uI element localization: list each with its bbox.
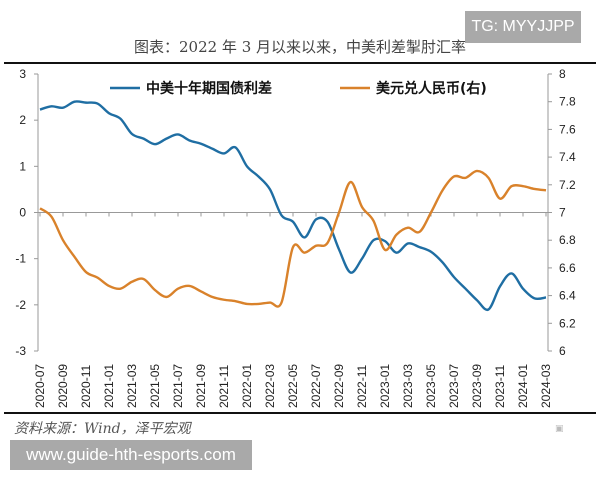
- source-note: 资料来源：Wind，泽平宏观: [14, 421, 191, 437]
- left-tick-label: 1: [19, 159, 26, 173]
- right-tick-label: 7.2: [559, 178, 576, 192]
- x-tick-label: 2021-07: [171, 364, 185, 408]
- x-tick-label: 2021-05: [148, 364, 162, 408]
- x-tick-label: 2020-07: [33, 364, 47, 408]
- legend-label: 中美十年期国债利差: [146, 80, 272, 97]
- x-tick-label: 2022-01: [240, 364, 254, 408]
- right-tick-label: 6.8: [559, 233, 576, 247]
- series-line-usdcny: [39, 169, 547, 308]
- x-tick-label: 2023-11: [493, 365, 507, 408]
- x-tick-label: 2024-03: [539, 364, 553, 408]
- x-tick-label: 2023-05: [424, 364, 438, 408]
- x-tick-label: 2021-09: [194, 364, 208, 408]
- right-tick-label: 7.6: [559, 122, 576, 136]
- left-tick-label: 3: [19, 67, 26, 81]
- x-tick-label: 2020-11: [79, 365, 93, 408]
- left-tick-label: -2: [15, 298, 26, 312]
- right-tick-label: 7: [559, 206, 566, 220]
- right-tick-label: 8: [559, 67, 566, 81]
- left-tick-label: 2: [19, 113, 26, 127]
- left-tick-label: -1: [15, 252, 26, 266]
- x-tick-label: 2021-11: [217, 365, 231, 408]
- x-tick-label: 2023-03: [401, 364, 415, 408]
- right-tick-label: 7.4: [559, 150, 576, 164]
- x-tick-label: 2022-09: [332, 364, 346, 408]
- bottom-rule: [4, 412, 596, 414]
- right-tick-label: 6.4: [559, 289, 576, 303]
- x-tick-label: 2023-09: [470, 364, 484, 408]
- x-tick-label: 2022-07: [309, 364, 323, 408]
- right-tick-label: 6.2: [559, 316, 576, 330]
- watermark-telegram: TG: MYYJJPP: [465, 11, 581, 43]
- logo-watermark: ▣: [555, 424, 564, 434]
- left-tick-label: -3: [15, 344, 26, 358]
- right-tick-label: 6: [559, 344, 566, 358]
- watermark-url: www.guide-hth-esports.com: [10, 440, 252, 470]
- x-tick-label: 2022-03: [263, 364, 277, 408]
- series-line-spread: [39, 100, 547, 312]
- x-tick-label: 2020-09: [56, 364, 70, 408]
- x-tick-label: 2023-07: [447, 364, 461, 408]
- chart-title: 图表：2022 年 3 月以来以来，中美利差掣肘汇率: [133, 38, 467, 56]
- right-tick-label: 7.8: [559, 95, 576, 109]
- left-tick-label: 0: [19, 206, 26, 220]
- top-rule: [4, 62, 596, 64]
- x-tick-label: 2021-03: [125, 364, 139, 408]
- x-tick-label: 2022-05: [286, 364, 300, 408]
- x-tick-label: 2022-11: [355, 365, 369, 408]
- right-tick-label: 6.6: [559, 261, 576, 275]
- x-tick-label: 2023-01: [378, 364, 392, 408]
- legend-label: 美元兑人民币(右): [376, 80, 487, 97]
- x-tick-label: 2024-01: [516, 364, 530, 408]
- x-tick-label: 2021-01: [102, 364, 116, 408]
